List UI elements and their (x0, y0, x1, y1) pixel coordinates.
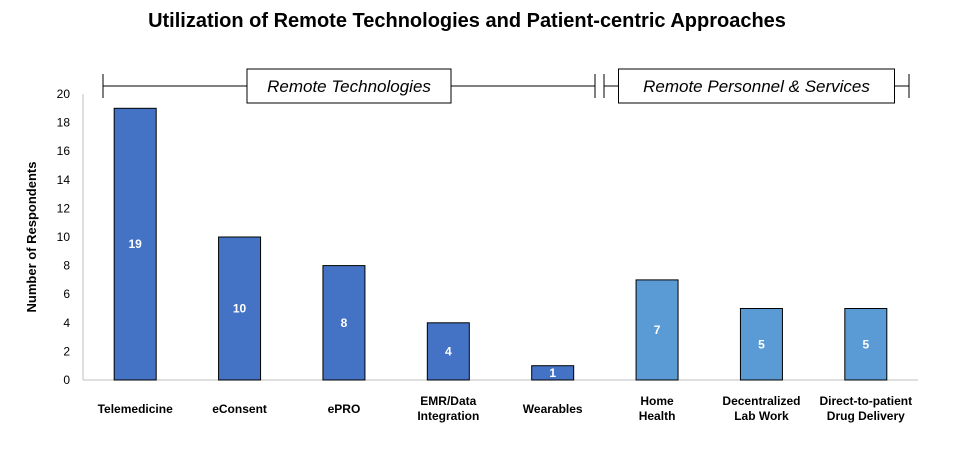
data-label: 19 (129, 237, 143, 251)
bar (739, 308, 783, 381)
y-tick-label: 4 (63, 316, 70, 330)
group-label-box (618, 68, 895, 104)
x-tick-label: Wearables (523, 402, 583, 416)
x-tick-label: Decentralized (722, 394, 800, 408)
bar (531, 365, 575, 381)
bar (322, 265, 366, 381)
bar (426, 322, 470, 381)
bar (844, 308, 888, 381)
x-tick-label: Health (639, 409, 676, 423)
x-tick-label: eConsent (212, 402, 267, 416)
chart-title: Utilization of Remote Technologies and P… (148, 10, 786, 32)
data-label: 1 (549, 366, 556, 380)
bar (218, 236, 262, 381)
x-tick-label: EMR/Data (420, 394, 476, 408)
bars: 19 Telemedicine 10 eConsent 8 ePRO 4 EMR/DataIn… (98, 107, 912, 423)
y-tick-label: 10 (57, 230, 71, 244)
y-tick-label: 8 (63, 259, 70, 273)
bar (635, 279, 679, 381)
y-tick-label: 2 (63, 344, 70, 358)
y-tick-label: 6 (63, 287, 70, 301)
x-tick-label: Integration (417, 409, 479, 423)
x-tick-label: ePRO (328, 402, 361, 416)
bar (113, 107, 157, 381)
group-label: Remote Technologies (267, 77, 431, 96)
data-label: 4 (445, 344, 452, 358)
y-tick-label: 0 (63, 373, 70, 387)
group-brackets: Remote Technologies Remote Personnel & Se… (102, 68, 910, 104)
y-tick-label: 14 (57, 173, 71, 187)
data-label: 5 (758, 337, 765, 351)
y-axis-label: Number of Respondents (24, 162, 39, 313)
x-tick-label: Drug Delivery (827, 409, 905, 423)
y-tick-label: 20 (57, 87, 71, 101)
group-label-box (246, 68, 452, 104)
y-tick-label: 12 (57, 201, 71, 215)
x-tick-label: Lab Work (734, 409, 789, 423)
x-tick-label: Home (640, 394, 674, 408)
y-tick-label: 18 (57, 116, 71, 130)
group-label: Remote Personnel & Services (643, 77, 870, 96)
data-label: 10 (233, 302, 247, 316)
data-label: 5 (862, 337, 869, 351)
x-tick-label: Telemedicine (98, 402, 173, 416)
data-label: 8 (341, 316, 348, 330)
x-tick-label: Direct-to-patient (819, 394, 912, 408)
data-label: 7 (654, 323, 661, 337)
y-tick-label: 16 (57, 144, 71, 158)
